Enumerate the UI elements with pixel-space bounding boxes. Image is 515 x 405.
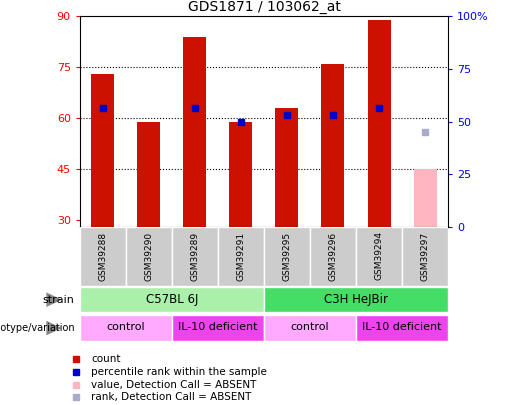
Text: GSM39290: GSM39290 bbox=[144, 232, 153, 281]
Text: genotype/variation: genotype/variation bbox=[0, 323, 75, 333]
Text: control: control bbox=[290, 322, 329, 333]
Bar bbox=[229, 122, 252, 227]
Text: count: count bbox=[92, 354, 121, 364]
Bar bbox=[126, 227, 172, 286]
Bar bbox=[402, 227, 448, 286]
Bar bbox=[356, 227, 402, 286]
Polygon shape bbox=[46, 292, 62, 307]
Bar bbox=[80, 315, 172, 341]
Text: strain: strain bbox=[43, 295, 75, 305]
Bar bbox=[80, 287, 264, 313]
Bar bbox=[276, 108, 299, 227]
Bar bbox=[310, 227, 356, 286]
Text: IL-10 deficient: IL-10 deficient bbox=[362, 322, 442, 333]
Bar bbox=[172, 227, 218, 286]
Text: GSM39294: GSM39294 bbox=[374, 232, 384, 281]
Bar bbox=[80, 227, 126, 286]
Bar bbox=[264, 227, 310, 286]
Text: C57BL 6J: C57BL 6J bbox=[146, 293, 198, 306]
Bar bbox=[368, 19, 390, 227]
Text: C3H HeJBir: C3H HeJBir bbox=[324, 293, 388, 306]
Text: rank, Detection Call = ABSENT: rank, Detection Call = ABSENT bbox=[92, 392, 252, 403]
Text: GSM39289: GSM39289 bbox=[191, 232, 199, 281]
Bar bbox=[264, 315, 356, 341]
Bar bbox=[138, 122, 160, 227]
Bar bbox=[91, 74, 114, 227]
Text: GSM39288: GSM39288 bbox=[98, 232, 107, 281]
Polygon shape bbox=[46, 321, 62, 335]
Bar bbox=[172, 315, 264, 341]
Text: percentile rank within the sample: percentile rank within the sample bbox=[92, 367, 267, 377]
Text: GSM39297: GSM39297 bbox=[421, 232, 430, 281]
Text: value, Detection Call = ABSENT: value, Detection Call = ABSENT bbox=[92, 380, 257, 390]
Title: GDS1871 / 103062_at: GDS1871 / 103062_at bbox=[187, 0, 340, 14]
Bar bbox=[218, 227, 264, 286]
Text: GSM39291: GSM39291 bbox=[236, 232, 246, 281]
Bar bbox=[321, 64, 345, 227]
Bar bbox=[356, 315, 448, 341]
Bar bbox=[264, 287, 448, 313]
Text: IL-10 deficient: IL-10 deficient bbox=[178, 322, 258, 333]
Bar bbox=[183, 36, 207, 227]
Text: control: control bbox=[107, 322, 145, 333]
Text: GSM39295: GSM39295 bbox=[282, 232, 291, 281]
Text: GSM39296: GSM39296 bbox=[329, 232, 337, 281]
Bar bbox=[414, 169, 437, 227]
